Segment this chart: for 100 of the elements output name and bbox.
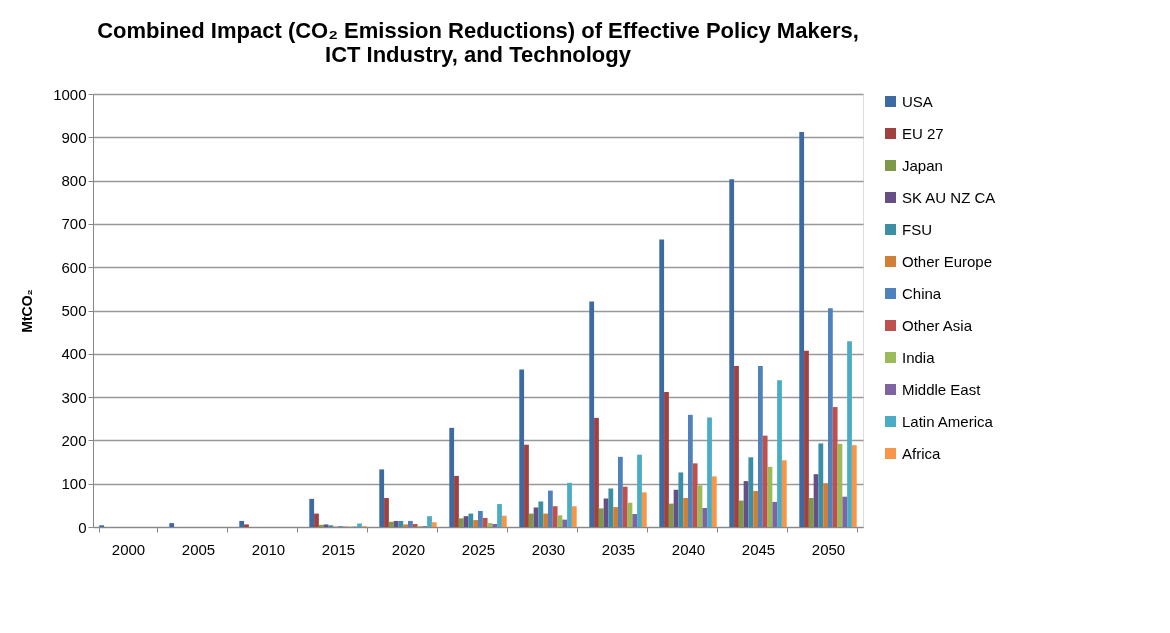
bar [668, 503, 674, 527]
y-tick-label: 600 [61, 258, 87, 276]
bar [641, 492, 647, 527]
legend-label: Other Europe [902, 252, 993, 270]
bar [318, 524, 324, 527]
x-tick-label: 2010 [251, 540, 286, 558]
bar [398, 520, 404, 527]
bar [571, 506, 577, 527]
bar [497, 504, 502, 527]
bar [613, 507, 618, 527]
bar [758, 365, 763, 527]
x-tick-label: 2005 [181, 540, 216, 558]
legend-label: China [902, 284, 942, 302]
bar [772, 501, 778, 527]
bar [408, 520, 413, 527]
legend-label: Africa [902, 444, 941, 462]
bar [678, 472, 684, 527]
bar [543, 513, 548, 527]
bar [501, 515, 507, 527]
bar [842, 496, 848, 527]
bar [548, 490, 553, 527]
legend-label: Other Asia [902, 316, 973, 334]
y-tick-label: 700 [61, 215, 87, 233]
y-tick-label: 400 [61, 345, 87, 363]
y-tick-label: 0 [78, 518, 87, 536]
x-tick-label: 2045 [741, 540, 776, 558]
bar [637, 454, 642, 527]
legend-label: Latin America [902, 412, 994, 430]
x-tick-label: 2030 [531, 540, 566, 558]
bar [692, 463, 698, 527]
x-tick-label: 2025 [461, 540, 496, 558]
bar [314, 513, 319, 527]
bar [454, 475, 459, 527]
chart-title: Combined Impact (CO₂ Emission Reductions) of Effective Policy Makers, ICT Industry, and Technology [97, 18, 859, 67]
bar [552, 506, 558, 527]
bar [528, 513, 534, 527]
bar [781, 460, 787, 527]
legend-label: USA [902, 92, 933, 110]
x-tick-label: 2035 [601, 540, 636, 558]
bar [799, 132, 805, 527]
bar [427, 516, 432, 527]
bar [777, 380, 782, 527]
y-tick-label: 100 [61, 475, 87, 493]
bar [458, 518, 464, 527]
x-tick-label: 2015 [321, 540, 356, 558]
legend-label: FSU [902, 220, 932, 238]
y-tick-label: 300 [61, 388, 87, 406]
bar [384, 497, 389, 527]
bar [239, 520, 245, 527]
y-tick-label: 500 [61, 302, 87, 319]
x-tick-label: 2020 [391, 540, 426, 558]
bar [702, 507, 708, 527]
bar [412, 523, 418, 527]
legend-label: India [902, 348, 936, 366]
legend-label: Middle East [902, 380, 982, 398]
bar [473, 520, 478, 527]
legend-label: Japan [902, 156, 943, 174]
x-tick-label: 2040 [671, 540, 706, 558]
bar [482, 517, 488, 527]
legend-label: SK AU NZ CA [902, 188, 996, 206]
bar [832, 407, 838, 527]
bar [567, 482, 572, 527]
bar [468, 513, 474, 527]
bar [169, 523, 175, 527]
bar [244, 524, 249, 527]
bar [707, 417, 712, 527]
bar [323, 524, 329, 527]
bar [762, 435, 768, 527]
bar [738, 500, 744, 527]
bar [748, 457, 754, 527]
legend-label: EU 27 [902, 124, 944, 142]
bar [734, 365, 739, 527]
y-tick-label: 800 [61, 172, 87, 190]
bar [828, 308, 833, 527]
bar [589, 301, 595, 527]
bar [683, 497, 688, 527]
bar [804, 350, 809, 527]
bar [594, 417, 599, 527]
y-tick-label: 200 [61, 431, 87, 449]
bar [847, 341, 852, 527]
bar [388, 521, 394, 527]
x-tick-label: 2050 [811, 540, 846, 558]
bar [729, 179, 735, 527]
bar [431, 522, 437, 527]
bar [519, 369, 525, 527]
bar [562, 519, 568, 527]
bar [618, 456, 623, 527]
bar [711, 476, 717, 527]
bar [753, 491, 758, 527]
bar [818, 443, 824, 527]
bar [622, 486, 628, 527]
bar [664, 391, 669, 527]
bar [309, 498, 315, 527]
bar [659, 239, 665, 527]
bar [379, 469, 385, 527]
x-tick-label: 2000 [111, 540, 146, 558]
bar [449, 427, 455, 527]
bar [478, 510, 483, 527]
bar [608, 488, 614, 527]
y-tick-label: 1000 [53, 85, 87, 103]
